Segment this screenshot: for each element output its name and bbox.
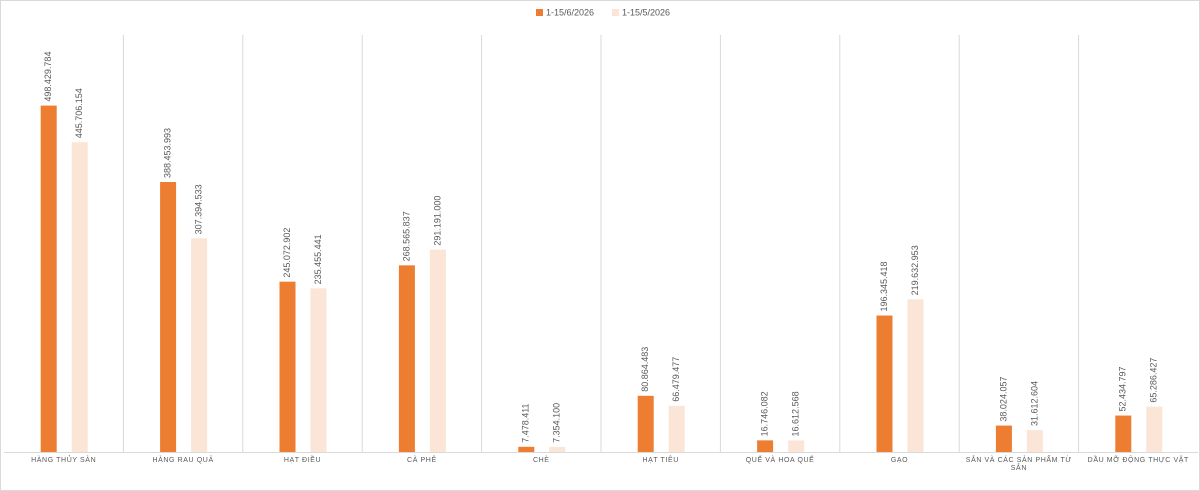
value-label: 235.455.441 [313,234,323,284]
x-tick-label: DẦU MỠ ĐỘNG THỰC VẬT [1087,457,1189,464]
x-tick-label: HÀNG THỦY SẢN [31,457,97,464]
bar [995,425,1012,452]
value-label: 38.024.057 [998,377,1008,422]
value-label: 7.354.100 [552,403,562,443]
bar [398,265,415,452]
value-label: 31.612.604 [1029,381,1039,426]
bar [1115,415,1132,452]
bar [429,249,446,452]
bar [40,105,57,452]
bar [757,440,774,452]
x-tick-label: HẠT ĐIỀU [283,457,322,464]
value-label: 268.565.837 [401,211,411,261]
bar [668,405,685,452]
value-label: 291.191.000 [432,196,442,246]
x-tick-label: SẮN VÀ CÁC SẢN PHẨM TỪ SẮN [965,457,1072,472]
value-label: 16.746.082 [759,391,769,436]
bar [191,238,208,452]
value-label: 245.072.902 [282,228,292,278]
x-tick-label: GẠO [890,457,909,464]
legend-swatch [612,9,619,16]
bar [637,395,654,452]
legend-label: 1-15/5/2026 [622,7,670,17]
legend-swatch [536,9,543,16]
value-label: 65.286.427 [1149,358,1159,403]
bar [788,440,805,452]
legend-label: 1-15/6/2026 [546,7,594,17]
value-label: 52.434.797 [1118,367,1128,412]
value-label: 7.478.411 [521,403,531,442]
value-label: 196.345.418 [879,261,889,311]
bar [1026,430,1043,452]
value-label: 219.632.953 [910,245,920,295]
bar [279,281,296,452]
bar [907,299,924,452]
x-tick-label: HẠT TIÊU [642,457,679,464]
value-label: 307.394.533 [193,184,203,234]
x-tick-label: CÀ PHÊ [407,457,437,464]
bar [518,446,535,452]
value-label: 16.612.568 [790,391,800,436]
bar [876,315,893,452]
value-label: 445.706.154 [74,88,84,138]
x-tick-label: QUẾ VÀ HOA QUẾ [745,457,815,464]
bar [71,142,88,452]
x-tick-label: CHÈ [533,457,550,464]
x-tick-label: HÀNG RAU QUẢ [152,457,214,464]
bar [1146,406,1163,452]
value-label: 388.453.993 [162,128,172,178]
value-label: 498.429.784 [43,52,53,102]
bar [549,446,566,452]
bar [310,288,327,452]
value-label: 66.479.477 [671,357,681,402]
bar [160,182,177,452]
value-label: 80.864.483 [640,347,650,392]
